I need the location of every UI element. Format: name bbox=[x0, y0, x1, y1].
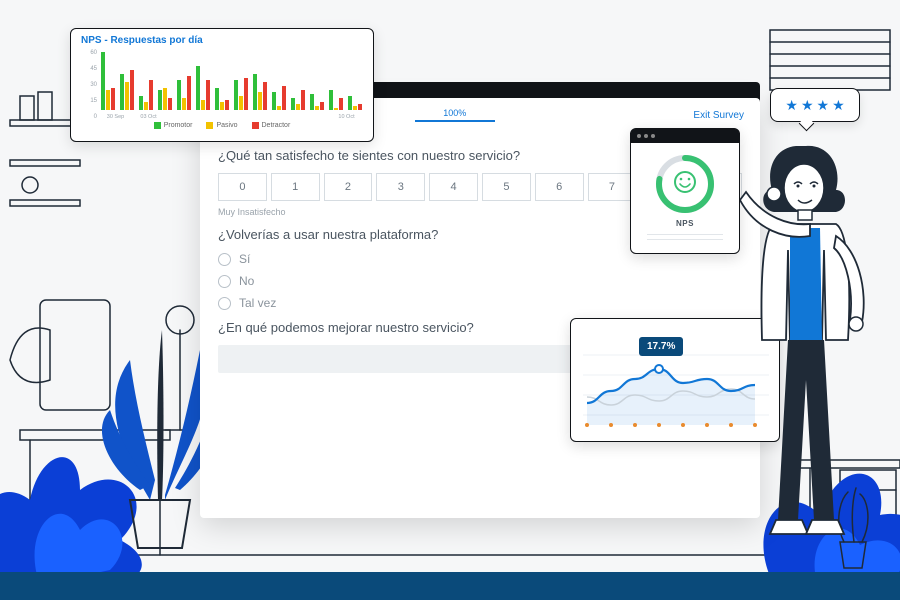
radio-icon bbox=[218, 297, 231, 310]
radio-list: Sí No Tal vez bbox=[218, 252, 742, 310]
nps-cell-6[interactable]: 6 bbox=[535, 173, 584, 201]
star-icon: ★ bbox=[817, 97, 830, 114]
radio-icon bbox=[218, 275, 231, 288]
person-illustration bbox=[740, 140, 880, 560]
radio-label: Sí bbox=[239, 252, 250, 266]
star-icon: ★ bbox=[832, 97, 845, 114]
nps-bar-chart-card: NPS - Respuestas por día 604530150 30 Se… bbox=[70, 28, 374, 142]
star-icon: ★ bbox=[801, 97, 814, 114]
bars-container bbox=[99, 50, 363, 110]
nps-cell-3[interactable]: 3 bbox=[376, 173, 425, 201]
chart-legend: PromotorPasivoDetractor bbox=[81, 122, 363, 129]
nps-label: NPS bbox=[676, 219, 694, 228]
nps-cell-5[interactable]: 5 bbox=[482, 173, 531, 201]
line-tooltip: 17.7% bbox=[639, 337, 683, 356]
nps-card-titlebar bbox=[631, 129, 739, 143]
radio-label: No bbox=[239, 274, 254, 288]
y-axis: 604530150 bbox=[81, 50, 97, 120]
radio-option[interactable]: No bbox=[218, 274, 742, 288]
nps-cell-4[interactable]: 4 bbox=[429, 173, 478, 201]
x-axis-labels: 30 Sep03 Oct10 Oct bbox=[99, 114, 363, 120]
exit-survey-link[interactable]: Exit Survey bbox=[693, 110, 744, 121]
radio-option[interactable]: Tal vez bbox=[218, 296, 742, 310]
radio-label: Tal vez bbox=[239, 296, 276, 310]
nps-cell-0[interactable]: 0 bbox=[218, 173, 267, 201]
footer-band bbox=[0, 572, 900, 600]
radio-option[interactable]: Sí bbox=[218, 252, 742, 266]
nps-cell-2[interactable]: 2 bbox=[324, 173, 373, 201]
progress-bar bbox=[415, 120, 495, 122]
progress-label: 100% bbox=[415, 108, 495, 118]
rating-bubble: ★★★★ bbox=[770, 88, 860, 122]
star-icon: ★ bbox=[785, 97, 798, 114]
nps-cell-1[interactable]: 1 bbox=[271, 173, 320, 201]
nps-donut bbox=[652, 151, 718, 217]
radio-icon bbox=[218, 253, 231, 266]
nps-donut-card: NPS bbox=[630, 128, 740, 254]
chart-area: 604530150 30 Sep03 Oct10 Oct bbox=[99, 50, 363, 120]
chart-title: NPS - Respuestas por día bbox=[81, 35, 203, 46]
